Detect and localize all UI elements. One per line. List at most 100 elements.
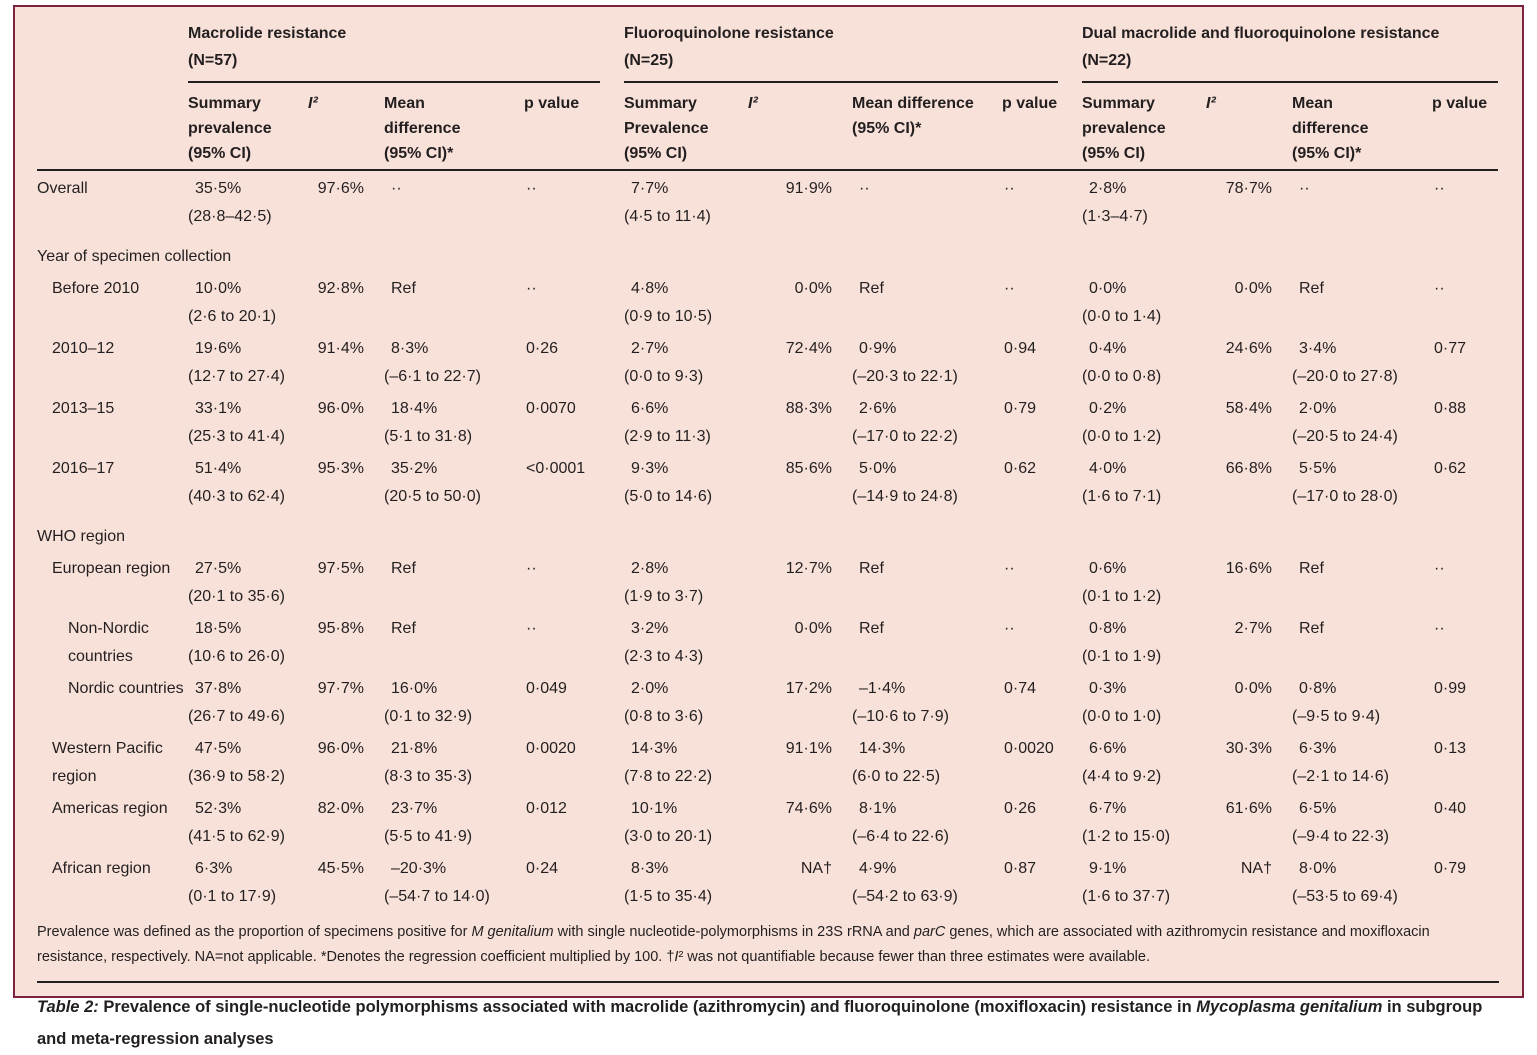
cell-md: ·· <box>384 170 524 231</box>
cell-p: ·· <box>1434 180 1445 197</box>
cell-p: 0·24 <box>526 860 559 877</box>
cell-sum: 9·1% (1·6 to 37·7) <box>1082 851 1206 911</box>
cell-sum: 0·8% (0·1 to 1·9) <box>1082 611 1206 671</box>
cell-value: 2·6% <box>859 400 897 417</box>
cell-confidence-interval: (40·3 to 62·4) <box>188 488 285 505</box>
cell-md: Ref <box>852 271 1002 331</box>
table-body: Overall 35·5% (28·8–42·5) 97·6% ·· ·· 7·7% (4·5… <box>37 170 1498 911</box>
cell-md: Ref <box>1292 551 1432 611</box>
row-label: Before 2010 <box>52 280 140 297</box>
cell-value: 18·5% <box>195 620 242 637</box>
text-segment: parC <box>913 924 946 940</box>
cell-md: –20·3% (–54·7 to 14·0) <box>384 851 524 911</box>
cell-value: 0·8% <box>1089 620 1127 637</box>
cell-value: 7·7% <box>631 180 669 197</box>
cell-md: 6·5% (–9·4 to 22·3) <box>1292 791 1432 851</box>
cell-value: 35·5% <box>195 180 242 197</box>
cell-p: ·· <box>1004 620 1015 637</box>
cell-md: ·· <box>1292 170 1432 231</box>
cell-i2: 0·0% <box>1234 680 1272 697</box>
cell-confidence-interval: (10·6 to 26·0) <box>188 648 285 665</box>
column-gap <box>1058 611 1082 671</box>
text-segment: with single nucleotide-polymorphisms in … <box>553 924 914 940</box>
cell-confidence-interval: (6·0 to 22·5) <box>852 768 941 785</box>
cell-md: Ref <box>1292 611 1432 671</box>
cell-i2: 30·3% <box>1225 740 1272 757</box>
cell-confidence-interval: (0·0 to 1·4) <box>1082 308 1162 325</box>
caption-divider <box>37 981 1499 983</box>
cell-confidence-interval: (1·6 to 7·1) <box>1082 488 1162 505</box>
cell-i2: 58·4% <box>1225 400 1272 417</box>
column-gap <box>600 551 624 611</box>
cell-value: 33·1% <box>195 400 242 417</box>
table-row: Nordic countries 37·8% (26·7 to 49·6) 97·7%… <box>37 671 1498 731</box>
cell-md: 2·0% (–20·5 to 24·4) <box>1292 391 1432 451</box>
cell-value: 8·3% <box>391 340 429 357</box>
cell-p: 0·79 <box>1004 400 1037 417</box>
cell-confidence-interval: (1·9 to 3·7) <box>624 588 704 605</box>
col-header-summary-prevalence: Summary prevalence (95% CI) <box>1082 82 1206 171</box>
cell-sum: 0·2% (0·0 to 1·2) <box>1082 391 1206 451</box>
col-header-summary-prevalence: Summary Prevalence (95% CI) <box>624 82 748 171</box>
cell-confidence-interval: (4·5 to 11·4) <box>624 208 711 225</box>
cell-sum: 10·0% (2·6 to 20·1) <box>188 271 308 331</box>
cell-p: ·· <box>526 560 537 577</box>
cell-value: 14·3% <box>859 740 906 757</box>
cell-value: 3·2% <box>631 620 669 637</box>
cell-confidence-interval: (1·2 to 15·0) <box>1082 828 1171 845</box>
row-label: African region <box>52 860 151 877</box>
cell-value: 6·7% <box>1089 800 1127 817</box>
cell-value: 5·5% <box>1299 460 1337 477</box>
cell-value: Ref <box>391 620 416 637</box>
cell-md: 14·3% (6·0 to 22·5) <box>852 731 1002 791</box>
cell-value: 0·2% <box>1089 400 1127 417</box>
cell-sum: 2·7% (0·0 to 9·3) <box>624 331 748 391</box>
cell-sum: 4·8% (0·9 to 10·5) <box>624 271 748 331</box>
column-gap <box>1058 791 1082 851</box>
table-row: Non-Nordic countries 18·5% (10·6 to 26·0) 9… <box>37 611 1498 671</box>
cell-p: 0·77 <box>1434 340 1467 357</box>
cell-md: –1·4% (–10·6 to 7·9) <box>852 671 1002 731</box>
cell-i2: 97·5% <box>317 560 364 577</box>
row-label: 2016–17 <box>52 460 115 477</box>
cell-i2: 91·9% <box>785 180 832 197</box>
row-label: European region <box>52 560 171 577</box>
cell-value: 2·7% <box>631 340 669 357</box>
cell-sum: 6·6% (4·4 to 9·2) <box>1082 731 1206 791</box>
cell-value: 2·0% <box>631 680 669 697</box>
cell-md: 8·0% (–53·5 to 69·4) <box>1292 851 1432 911</box>
cell-i2: 0·0% <box>794 280 832 297</box>
col-header-summary-prevalence: Summary prevalence (95% CI) <box>188 82 308 171</box>
cell-md: 6·3% (–2·1 to 14·6) <box>1292 731 1432 791</box>
cell-confidence-interval: (–6·4 to 22·6) <box>852 828 949 845</box>
cell-md: Ref <box>384 551 524 611</box>
cell-md: 8·3% (–6·1 to 22·7) <box>384 331 524 391</box>
cell-p: ·· <box>526 280 537 297</box>
cell-value: 6·3% <box>195 860 233 877</box>
cell-confidence-interval: (2·3 to 4·3) <box>624 648 704 665</box>
cell-value: 19·6% <box>195 340 242 357</box>
cell-value: Ref <box>391 560 416 577</box>
cell-confidence-interval: (–54·7 to 14·0) <box>384 888 490 905</box>
cell-p: 0·88 <box>1434 400 1467 417</box>
cell-confidence-interval: (5·5 to 41·9) <box>384 828 473 845</box>
cell-i2: 74·6% <box>785 800 832 817</box>
cell-i2: 95·8% <box>317 620 364 637</box>
cell-md: 0·9% (–20·3 to 22·1) <box>852 331 1002 391</box>
col-header-p-value: p value <box>1002 82 1058 171</box>
cell-p: 0·012 <box>526 800 567 817</box>
cell-confidence-interval: (–17·0 to 28·0) <box>1292 488 1398 505</box>
cell-i2: 61·6% <box>1225 800 1272 817</box>
table2-card: Macrolide resistance (N=57) Fluoroquinol… <box>13 5 1524 1048</box>
col-header-p-value: p value <box>524 82 600 171</box>
cell-value: Ref <box>1299 280 1324 297</box>
cell-sum: 0·6% (0·1 to 1·2) <box>1082 551 1206 611</box>
cell-sum: 37·8% (26·7 to 49·6) <box>188 671 308 731</box>
cell-value: –20·3% <box>391 860 447 877</box>
cell-md: ·· <box>852 170 1002 231</box>
cell-sum: 52·3% (41·5 to 62·9) <box>188 791 308 851</box>
cell-confidence-interval: (28·8–42·5) <box>188 208 272 225</box>
cell-confidence-interval: (–9·5 to 9·4) <box>1292 708 1381 725</box>
row-label: Western Pacific region <box>52 740 163 785</box>
row-label-header <box>37 20 188 82</box>
